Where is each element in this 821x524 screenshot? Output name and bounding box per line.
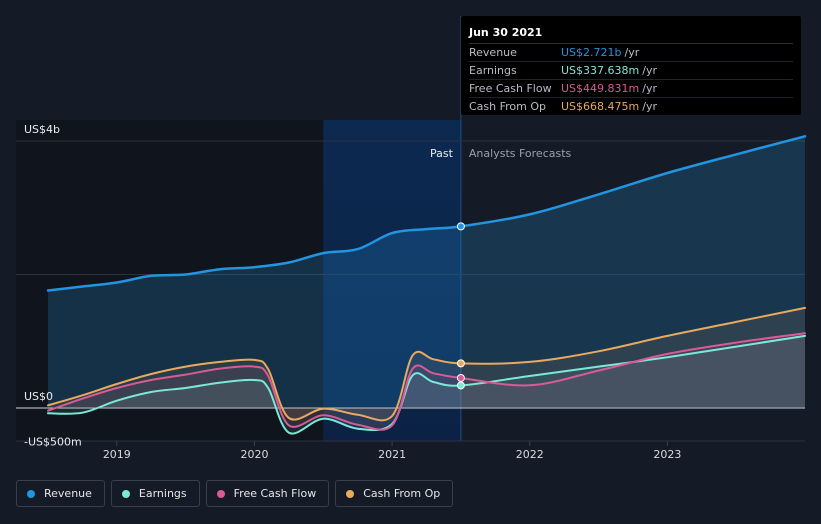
tooltip-value: US$668.475m <box>561 100 640 113</box>
legend-dot-icon <box>27 489 35 498</box>
series-line-cash-from-op <box>47 306 806 422</box>
legend-label: Free Cash Flow <box>233 487 317 500</box>
series-line-revenue <box>46 135 807 292</box>
x-tick-label: 2021 <box>378 448 406 461</box>
legend-item-free-cash-flow[interactable]: Free Cash Flow <box>205 480 330 507</box>
legend-label: Cash From Op <box>363 487 441 500</box>
series-line-free-cash-flow <box>47 332 806 431</box>
legend-label: Earnings <box>138 487 187 500</box>
marker-earnings[interactable] <box>456 381 465 390</box>
y-axis-label-bottom: -US$500m <box>24 435 82 448</box>
tooltip-unit: /yr <box>642 64 657 77</box>
legend-dot-icon <box>121 489 130 498</box>
y-axis-label-zero: US$0 <box>24 390 53 403</box>
past-label: Past <box>430 147 454 160</box>
tooltip-unit: /yr <box>642 82 657 95</box>
legend-dot-icon <box>346 489 355 498</box>
tooltip-value: US$449.831m <box>561 82 640 95</box>
chart-legend: Revenue Earnings Free Cash Flow Cash Fro… <box>16 480 454 507</box>
tooltip-label: Revenue <box>469 46 517 59</box>
area-cash-from-op <box>48 307 805 421</box>
x-tick-label: 2023 <box>653 448 681 461</box>
legend-label: Revenue <box>44 487 92 500</box>
x-tick-label: 2022 <box>516 448 544 461</box>
x-tick-label: 2019 <box>103 448 131 461</box>
tooltip-label: Earnings <box>469 64 517 77</box>
marker-free-cash-flow[interactable] <box>456 373 465 382</box>
area-free-cash-flow <box>48 333 805 430</box>
area-earnings <box>48 335 805 434</box>
tooltip-date: Jun 30 2021 <box>469 24 793 44</box>
tooltip-value: US$2.721b <box>561 46 622 59</box>
hover-tooltip: Jun 30 2021 Revenue US$2.721b /yr Earnin… <box>461 16 801 115</box>
tooltip-unit: /yr <box>642 100 657 113</box>
legend-dot-icon <box>216 489 225 498</box>
tooltip-row-earnings: Earnings US$337.638m /yr <box>469 62 793 80</box>
legend-item-earnings[interactable]: Earnings <box>110 480 200 507</box>
y-axis-label-top: US$4b <box>24 123 60 136</box>
x-tick-label: 2020 <box>240 448 268 461</box>
tooltip-value: US$337.638m <box>561 64 640 77</box>
highlight-band <box>323 120 461 441</box>
tooltip-row-revenue: Revenue US$2.721b /yr <box>469 44 793 62</box>
tooltip-label: Cash From Op <box>469 100 547 113</box>
area-revenue <box>48 136 805 409</box>
tooltip-row-cash-from-op: Cash From Op US$668.475m /yr <box>469 98 793 115</box>
tooltip-unit: /yr <box>624 46 640 59</box>
series-line-earnings <box>47 334 806 435</box>
marker-revenue[interactable] <box>456 222 465 231</box>
legend-item-revenue[interactable]: Revenue <box>16 480 105 507</box>
legend-item-cash-from-op[interactable]: Cash From Op <box>335 480 454 507</box>
tooltip-row-free-cash-flow: Free Cash Flow US$449.831m /yr <box>469 80 793 98</box>
tooltip-label: Free Cash Flow <box>469 82 552 95</box>
marker-cash-from-op[interactable] <box>456 359 465 368</box>
forecast-label: Analysts Forecasts <box>469 147 572 160</box>
